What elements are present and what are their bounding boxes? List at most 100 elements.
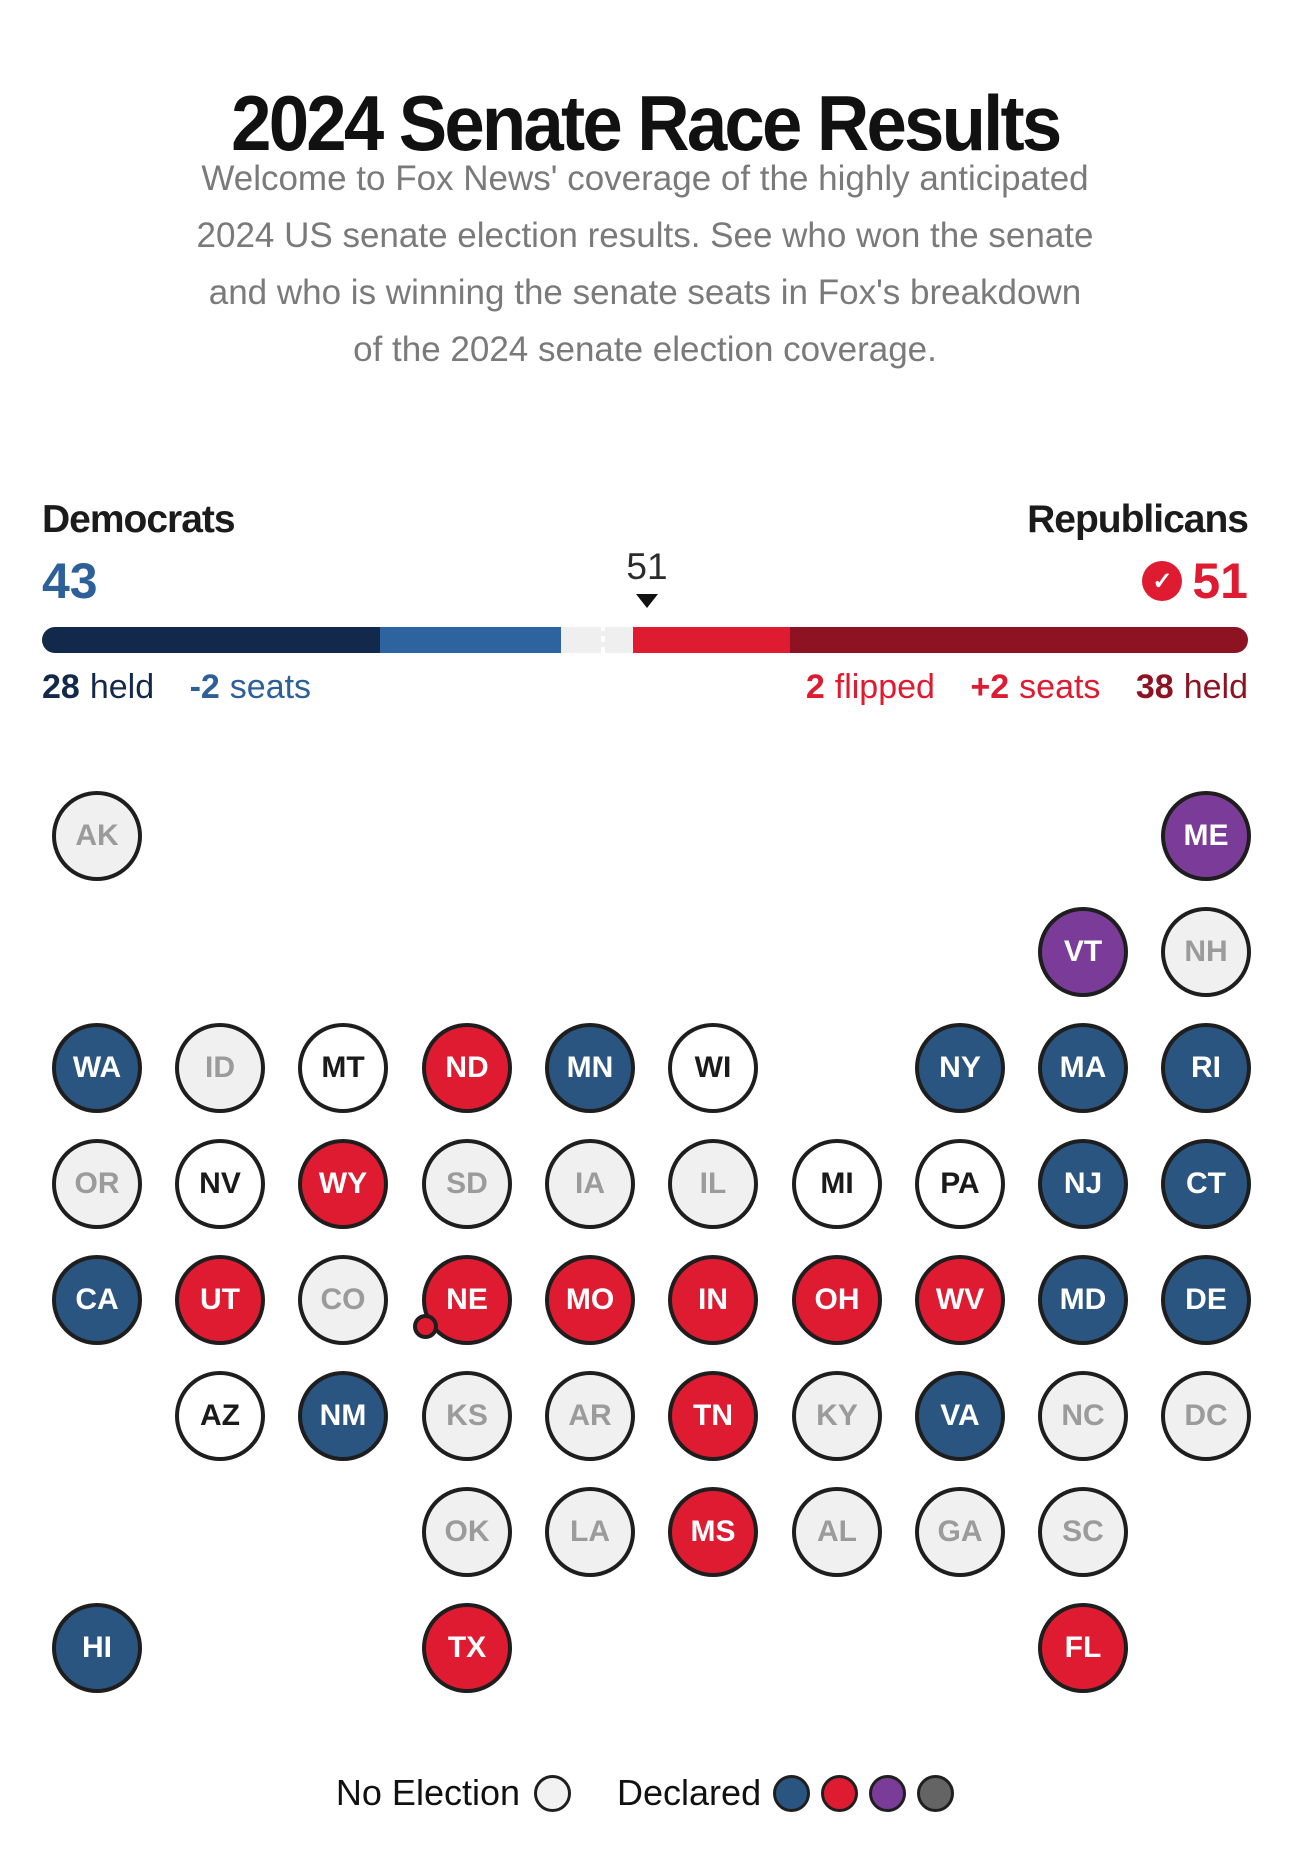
democrats-label: Democrats: [42, 498, 236, 541]
republican-seat-total: 51: [1192, 553, 1248, 609]
state-circle-AK[interactable]: AK: [52, 791, 142, 881]
bar-segment-rep-new: [632, 627, 790, 653]
no-election-circle-icon: [534, 1774, 572, 1812]
dem-change-group: -2 seats: [190, 668, 312, 707]
state-circle-MT[interactable]: MT: [298, 1023, 388, 1113]
page-title: 2024 Senate Race Results: [0, 78, 1290, 169]
state-circle-IN[interactable]: IN: [668, 1255, 758, 1345]
state-circle-TN[interactable]: TN: [668, 1371, 758, 1461]
rep-flipped-group: 2 flipped: [806, 668, 935, 707]
republicans-label: Republicans: [1027, 498, 1249, 541]
rep-change-count: +2: [970, 668, 1010, 706]
state-circle-KY[interactable]: KY: [792, 1371, 882, 1461]
bar-segment-dem-held: [42, 627, 380, 653]
state-circle-NH[interactable]: NH: [1161, 907, 1251, 997]
state-circle-IA[interactable]: IA: [545, 1139, 635, 1229]
state-circle-DC[interactable]: DC: [1161, 1371, 1251, 1461]
dem-held-word: held: [89, 668, 155, 706]
intro-paragraph: Welcome to Fox News' coverage of the hig…: [0, 150, 1290, 378]
declared-dot-3: [917, 1774, 955, 1812]
state-circle-UT[interactable]: UT: [175, 1255, 265, 1345]
state-circle-MO[interactable]: MO: [545, 1255, 635, 1345]
state-circle-MI[interactable]: MI: [792, 1139, 882, 1229]
page-title-text: 2024 Senate Race Results: [230, 79, 1062, 168]
state-circle-NE-special-dot[interactable]: [413, 1314, 438, 1339]
rep-held-word: held: [1183, 668, 1248, 706]
balance-of-power-bar: [42, 627, 1248, 653]
state-circle-AR[interactable]: AR: [545, 1371, 635, 1461]
seat-change-row: 28 held -2 seats 2 flipped +2 seats 38 h…: [42, 668, 1248, 707]
state-circle-TX[interactable]: TX: [422, 1603, 512, 1693]
state-circle-HI[interactable]: HI: [52, 1603, 142, 1693]
state-circle-MA[interactable]: MA: [1038, 1023, 1128, 1113]
republican-seat-total-group: ✓ 51: [1142, 552, 1248, 610]
state-circle-ME[interactable]: ME: [1161, 791, 1251, 881]
state-circle-GA[interactable]: GA: [915, 1487, 1005, 1577]
state-circle-VT[interactable]: VT: [1038, 907, 1128, 997]
state-circle-NV[interactable]: NV: [175, 1139, 265, 1229]
state-circle-DE[interactable]: DE: [1161, 1255, 1251, 1345]
rep-held-count: 38: [1135, 668, 1174, 706]
winner-check-icon: ✓: [1142, 561, 1183, 601]
state-circle-LA[interactable]: LA: [545, 1487, 635, 1577]
dem-held-count: 28: [42, 668, 80, 706]
state-circle-AZ[interactable]: AZ: [175, 1371, 265, 1461]
majority-divider-line: [601, 625, 605, 655]
state-circle-VA[interactable]: VA: [915, 1371, 1005, 1461]
state-circle-ID[interactable]: ID: [175, 1023, 265, 1113]
state-circle-CO[interactable]: CO: [298, 1255, 388, 1345]
dem-held-group: 28 held: [42, 668, 154, 707]
state-circle-NM[interactable]: NM: [298, 1371, 388, 1461]
state-circle-SD[interactable]: SD: [422, 1139, 512, 1229]
state-circle-NY[interactable]: NY: [915, 1023, 1005, 1113]
state-circle-NJ[interactable]: NJ: [1038, 1139, 1128, 1229]
rep-flipped-count: 2: [805, 668, 825, 706]
state-circle-KS[interactable]: KS: [422, 1371, 512, 1461]
intro-line: Welcome to Fox News' coverage of the hig…: [201, 159, 1089, 198]
state-circle-WA[interactable]: WA: [52, 1023, 142, 1113]
majority-label: 51: [626, 546, 668, 587]
legend-declared-dots: [773, 1774, 955, 1812]
declared-dot-2: [869, 1774, 907, 1812]
intro-line: of the 2024 senate election coverage.: [353, 330, 937, 369]
bar-segment-undecided: [560, 627, 633, 653]
state-circle-WV[interactable]: WV: [915, 1255, 1005, 1345]
legend-declared-label: Declared: [617, 1772, 762, 1813]
state-circle-MS[interactable]: MS: [668, 1487, 758, 1577]
state-circle-SC[interactable]: SC: [1038, 1487, 1128, 1577]
state-circle-NC[interactable]: NC: [1038, 1371, 1128, 1461]
rep-seat-summary: 2 flipped +2 seats 38 held: [806, 668, 1248, 707]
state-circle-RI[interactable]: RI: [1161, 1023, 1251, 1113]
state-circle-CT[interactable]: CT: [1161, 1139, 1251, 1229]
legend-no-election-label: No Election: [335, 1772, 521, 1813]
state-circle-AL[interactable]: AL: [792, 1487, 882, 1577]
state-circle-OR[interactable]: OR: [52, 1139, 142, 1229]
state-circle-FL[interactable]: FL: [1038, 1603, 1128, 1693]
declared-dot-0: [773, 1774, 811, 1812]
state-circle-OK[interactable]: OK: [422, 1487, 512, 1577]
state-circle-OH[interactable]: OH: [792, 1255, 882, 1345]
state-circle-PA[interactable]: PA: [915, 1139, 1005, 1229]
bar-segment-rep-held: [789, 627, 1248, 653]
declared-dot-1: [821, 1774, 859, 1812]
dem-change-count: -2: [189, 668, 220, 706]
rep-flipped-word: flipped: [834, 668, 935, 706]
state-circle-MD[interactable]: MD: [1038, 1255, 1128, 1345]
state-circle-WI[interactable]: WI: [668, 1023, 758, 1113]
rep-change-group: +2 seats: [970, 668, 1100, 707]
legend: No Election Declared: [0, 1772, 1290, 1814]
state-circle-WY[interactable]: WY: [298, 1139, 388, 1229]
dem-change-word: seats: [229, 668, 312, 706]
intro-line: and who is winning the senate seats in F…: [208, 273, 1082, 312]
state-circle-ND[interactable]: ND: [422, 1023, 512, 1113]
state-circle-IL[interactable]: IL: [668, 1139, 758, 1229]
bar-segment-dem-new: [379, 627, 561, 653]
state-circle-CA[interactable]: CA: [52, 1255, 142, 1345]
majority-arrow-icon: [636, 594, 658, 608]
dem-seat-summary: 28 held -2 seats: [42, 668, 311, 707]
totals-row: 43 ✓ 51: [42, 552, 1248, 622]
majority-marker: 51: [603, 546, 691, 608]
state-circle-MN[interactable]: MN: [545, 1023, 635, 1113]
